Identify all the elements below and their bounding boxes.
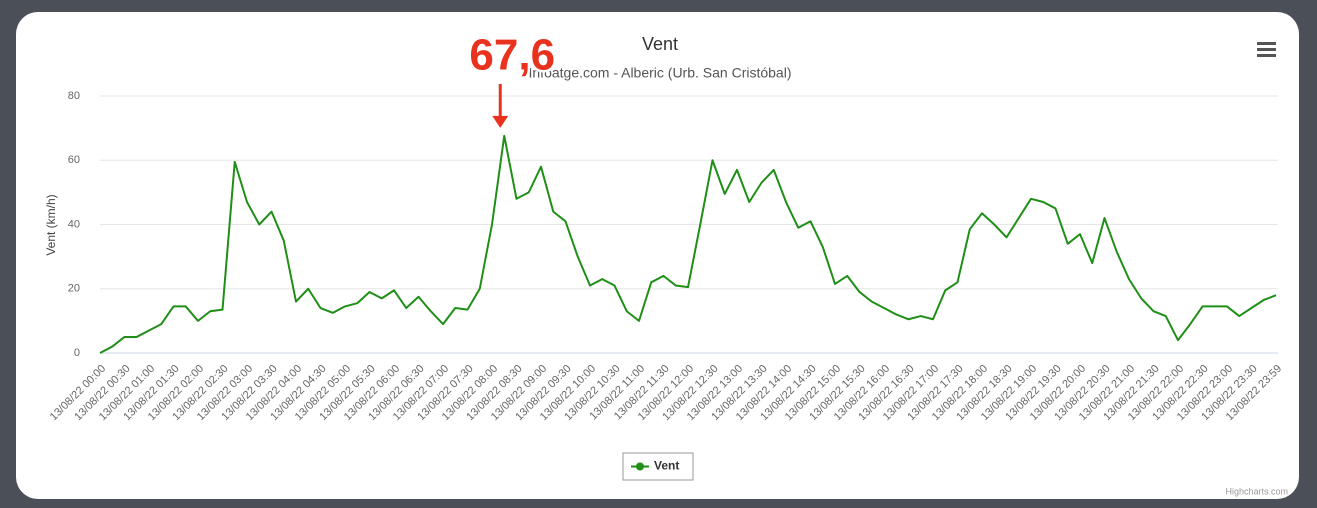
chart-subtitle: Infoatge.com - Alberic (Urb. San Cristób…: [529, 65, 792, 81]
legend-label: Vent: [654, 459, 679, 473]
menu-icon[interactable]: [1257, 42, 1276, 57]
y-axis-title: Vent (km/h): [44, 194, 58, 255]
y-tick-label: 60: [68, 154, 80, 166]
menu-bar: [1257, 48, 1276, 51]
y-tick-label: 0: [74, 347, 80, 359]
y-tick-label: 40: [68, 218, 80, 230]
legend-symbol-marker: [636, 462, 644, 471]
chart-card: [16, 12, 1299, 499]
legend: Vent: [622, 452, 694, 481]
menu-bar: [1257, 54, 1276, 57]
line-series: [99, 134, 1277, 354]
data-label: 67,6: [469, 31, 555, 80]
y-tick-label: 20: [68, 283, 80, 295]
y-tick-label: 80: [68, 90, 80, 102]
chart-title: Vent: [642, 34, 678, 54]
credit: Highcharts.com: [1225, 486, 1288, 496]
annotation-arrowhead: [492, 115, 509, 128]
menu-bar: [1257, 42, 1276, 45]
